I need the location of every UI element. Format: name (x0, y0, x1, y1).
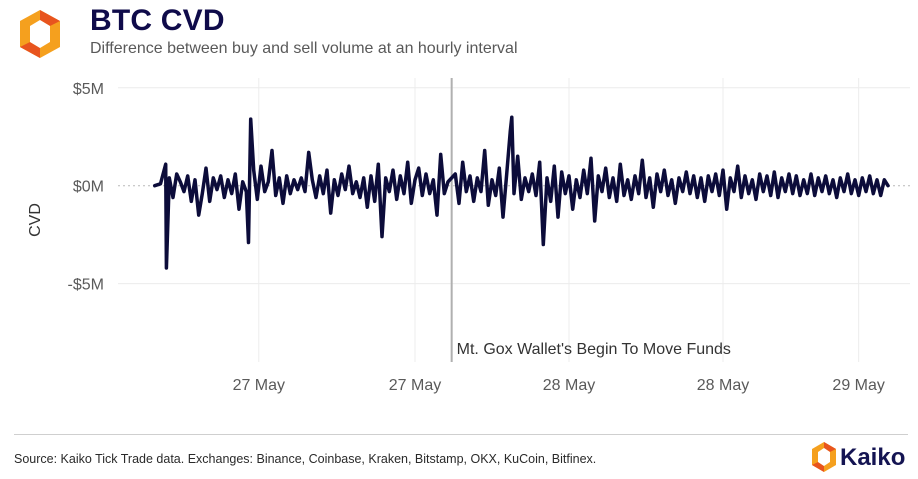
y-axis-label: CVD (27, 203, 44, 237)
x-tick-label: 29 May (832, 377, 884, 394)
event-label: Mt. Gox Wallet's Begin To Move Funds (457, 341, 731, 358)
cvd-series (152, 115, 890, 270)
kaiko-brand-icon (812, 442, 836, 472)
kaiko-logo-icon (20, 10, 60, 58)
source-note: Source: Kaiko Tick Trade data. Exchanges… (14, 452, 597, 466)
chart-subtitle: Difference between buy and sell volume a… (90, 40, 518, 57)
y-tick-label: $0M (73, 179, 104, 196)
x-tick-label: 28 May (697, 377, 749, 394)
cvd-line (152, 115, 890, 270)
x-tick-label: 27 May (389, 377, 441, 394)
cvd-chart: Mt. Gox Wallet's Begin To Move Funds $5M… (27, 78, 910, 394)
y-axis-ticks: $5M $0M -$5M (68, 81, 104, 294)
x-tick-label: 27 May (233, 377, 285, 394)
x-axis-ticks: 27 May 27 May 28 May 28 May 29 May (233, 377, 885, 394)
gridlines (118, 78, 910, 362)
chart-title: BTC CVD (90, 4, 225, 37)
brand-name: Kaiko (840, 444, 906, 471)
y-tick-label: -$5M (68, 277, 104, 294)
event-annotation: Mt. Gox Wallet's Begin To Move Funds (450, 78, 731, 362)
x-tick-label: 28 May (543, 377, 595, 394)
y-tick-label: $5M (73, 81, 104, 98)
footer-divider (14, 434, 908, 435)
